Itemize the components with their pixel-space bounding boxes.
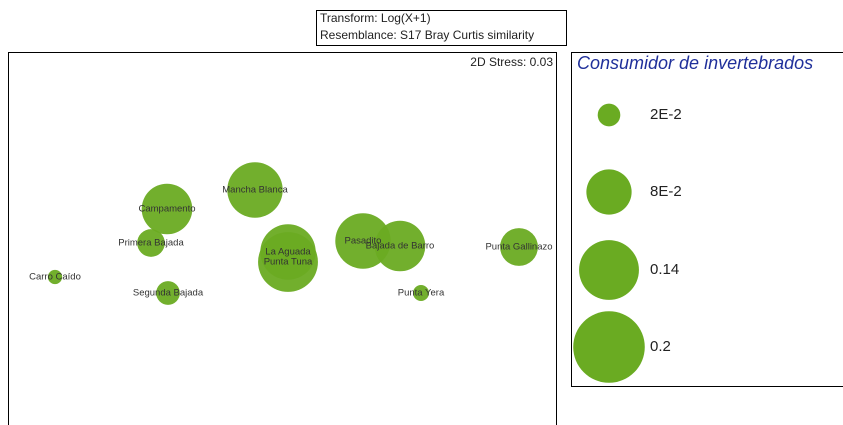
- point-label: La Aguada: [265, 247, 311, 258]
- bubble: [156, 281, 180, 305]
- legend-bubble: [573, 311, 645, 383]
- legend-bubble: [597, 103, 621, 127]
- bubble: [413, 285, 429, 301]
- legend-label: 0.2: [650, 338, 671, 355]
- stress-label: 2D Stress: 0.03: [470, 55, 553, 69]
- point-label: Mancha Blanca: [222, 185, 288, 196]
- bubble: [141, 183, 193, 235]
- bubble: [500, 228, 538, 266]
- transform-note: Transform: Log(X+1): [320, 11, 431, 25]
- bubble: [227, 162, 283, 218]
- legend-title: Consumidor de invertebrados: [577, 53, 813, 73]
- resemblance-note: Resemblance: S17 Bray Curtis similarity: [320, 28, 534, 42]
- point-label: Punta Gallinazo: [485, 242, 552, 253]
- point-label: Pasadito: [345, 236, 382, 247]
- bubble: [47, 269, 63, 285]
- bubble: [258, 232, 318, 292]
- legend-label: 0.14: [650, 261, 679, 278]
- point-label: Bajada de Barro: [366, 241, 435, 252]
- legend-bubble: [586, 169, 632, 215]
- point-label: Punta Tuna: [264, 257, 313, 268]
- bubble: [374, 220, 426, 272]
- legend-bubble: [579, 240, 639, 300]
- transform-box: [316, 10, 567, 46]
- bubble: [137, 229, 165, 257]
- legend-label: 2E-2: [650, 106, 682, 123]
- point-label: Primera Bajada: [118, 238, 184, 249]
- point-label: Campamento: [138, 204, 195, 215]
- point-label: Segunda Bajada: [133, 288, 204, 299]
- legend-label: 8E-2: [650, 183, 682, 200]
- point-label: Carro Caído: [29, 272, 81, 283]
- point-label: Punta Yera: [398, 288, 445, 299]
